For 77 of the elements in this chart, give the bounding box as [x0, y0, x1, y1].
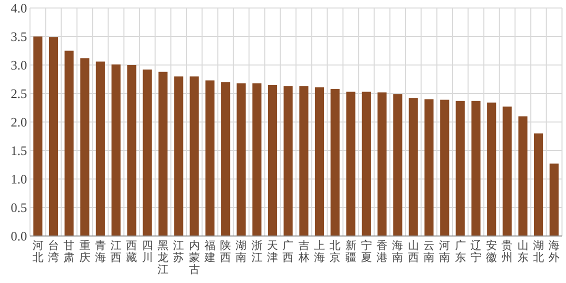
y-tick-label: 2.0 — [10, 114, 27, 130]
x-tick-label: 山西 — [408, 239, 419, 264]
x-tick-label: 内蒙古 — [188, 239, 200, 276]
bar — [314, 87, 324, 236]
x-tick-label: 上海 — [314, 239, 325, 264]
bar — [190, 76, 199, 236]
bar — [487, 102, 496, 236]
bar — [378, 92, 387, 236]
bar — [299, 86, 308, 236]
bar — [330, 88, 340, 236]
bar — [205, 80, 214, 236]
bar — [518, 116, 528, 236]
y-tick-label: 4.0 — [10, 0, 27, 16]
x-tick-label: 河南 — [439, 240, 450, 264]
bar — [112, 64, 121, 236]
y-tick-label: 0.0 — [10, 228, 27, 244]
x-tick-label: 河北 — [32, 240, 44, 264]
bar — [362, 92, 371, 236]
y-tick-label: 3.0 — [10, 58, 27, 73]
bar — [33, 36, 42, 236]
bar — [48, 37, 58, 236]
x-tick-label: 广西 — [282, 239, 294, 264]
x-tick-label: 宁夏 — [360, 239, 372, 264]
bar — [80, 58, 90, 236]
x-tick-label: 新疆 — [345, 239, 356, 264]
bar — [221, 82, 230, 236]
bar — [236, 83, 246, 236]
x-tick-label: 天津 — [267, 240, 278, 264]
x-tick-label: 四川 — [142, 240, 153, 264]
x-tick-label: 江苏 — [173, 240, 184, 264]
x-tick-label: 辽宁 — [470, 240, 482, 264]
y-tick-label: 1.0 — [10, 172, 27, 187]
bar — [393, 94, 402, 236]
bar — [284, 86, 293, 236]
bar — [408, 98, 418, 236]
bar — [440, 100, 450, 236]
x-tick-label: 云南 — [424, 240, 434, 264]
bar — [550, 164, 559, 236]
x-tick-label: 西藏 — [126, 240, 138, 264]
x-tick-label: 浙江 — [251, 239, 262, 264]
bar — [158, 72, 168, 236]
x-tick-label: 海外 — [548, 240, 560, 264]
bar — [174, 76, 184, 236]
x-tick-label: 广东 — [454, 239, 466, 264]
x-tick-label: 海南 — [392, 240, 404, 264]
bar — [64, 50, 74, 236]
x-tick-label: 青海 — [94, 239, 106, 264]
x-tick-label: 重庆 — [79, 239, 90, 264]
bar — [268, 84, 278, 236]
x-tick-label: 台湾 — [48, 239, 59, 264]
bar — [96, 62, 105, 236]
bar — [502, 106, 512, 236]
x-tick-label: 贵州 — [502, 239, 513, 264]
bar — [534, 133, 544, 236]
x-tick-label: 湖北 — [533, 240, 544, 264]
x-tick-label: 北京 — [330, 239, 341, 264]
y-tick-label: 3.5 — [10, 29, 27, 44]
x-tick-label: 山东 — [517, 239, 528, 264]
bar — [456, 100, 465, 236]
bar — [424, 99, 434, 236]
bar — [142, 70, 152, 236]
x-tick-label: 福建 — [203, 239, 216, 264]
x-tick-label: 湖南 — [236, 240, 247, 264]
bar — [471, 100, 480, 236]
x-tick-label: 香港 — [376, 239, 388, 264]
x-tick-label: 陕西 — [220, 240, 232, 264]
bar — [127, 65, 136, 236]
bar — [346, 92, 356, 236]
y-tick-label: 0.5 — [10, 200, 27, 216]
x-tick-label: 江西 — [110, 240, 122, 264]
x-tick-label: 安徽 — [486, 239, 498, 264]
y-tick-label: 2.5 — [10, 86, 27, 102]
x-tick-label: 黑龙江 — [158, 240, 168, 276]
x-tick-label: 甘肃 — [64, 239, 75, 264]
y-tick-label: 1.5 — [10, 143, 27, 158]
bar — [252, 83, 262, 236]
x-tick-label: 吉林 — [297, 239, 310, 264]
